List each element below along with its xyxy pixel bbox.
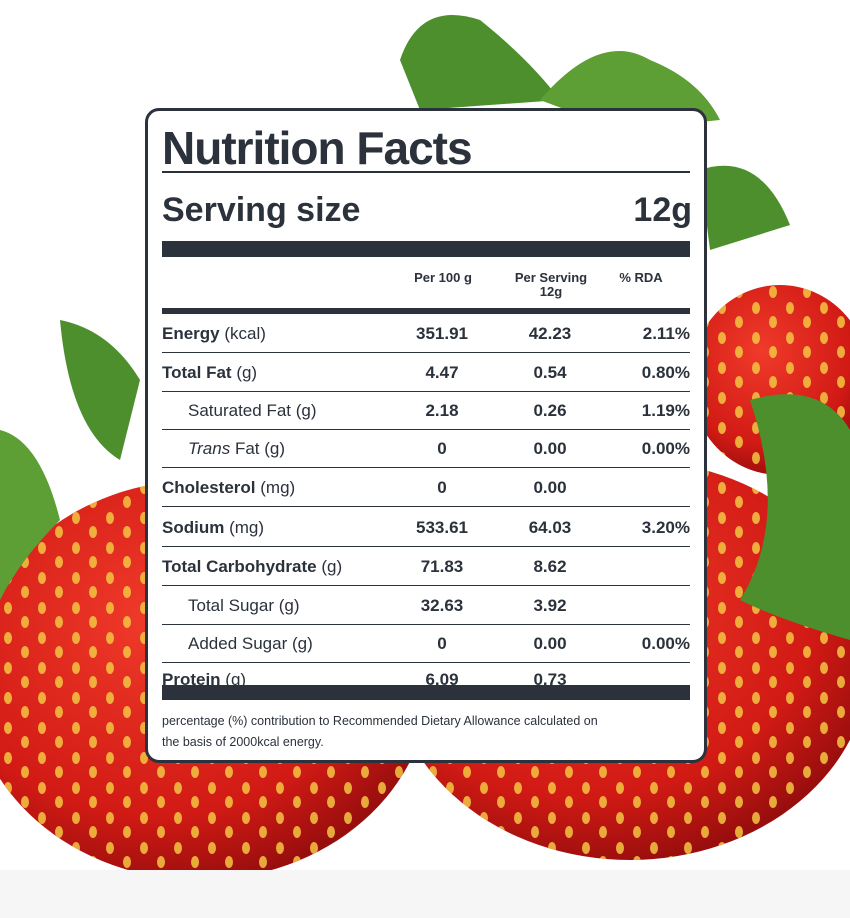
column-header: % RDA (619, 270, 663, 285)
nutrient-row: Total Fat (g) 4.47 0.54 0.80% (162, 354, 690, 392)
nutrient-unit: (mg) (229, 518, 265, 537)
per-100g: 0 (437, 478, 447, 497)
nutrient-row: Total Sugar (g) 32.63 3.92 (162, 587, 690, 625)
column-header-line: 12g (539, 284, 563, 299)
nutrient-label: Protein (162, 670, 221, 689)
rda: 3.20% (641, 518, 690, 537)
rda: 1.19% (641, 401, 690, 420)
thick-rule (162, 685, 690, 700)
rda: 0.00% (641, 439, 690, 458)
per-serving: 0.00 (533, 634, 567, 653)
per-100g: 0 (437, 634, 447, 653)
nutrient-row: Saturated Fat (g) 2.18 0.26 1.19% (162, 392, 690, 430)
nutrient-label: Saturated Fat (188, 401, 292, 420)
row-rule (162, 624, 690, 625)
rda: 0.00% (641, 634, 690, 653)
nutrient-label: Total Carbohydrate (162, 557, 317, 576)
nutrient-row: Sodium (mg) 533.61 64.03 3.20% (162, 509, 690, 547)
rule (162, 171, 690, 173)
column-header: Per Serving 12g (496, 271, 606, 299)
nutrient-name: Cholesterol (mg) (162, 478, 295, 498)
nutrient-label: Trans (188, 439, 231, 458)
title: Nutrition Facts (162, 122, 473, 174)
row-rule (162, 391, 690, 392)
row-rule (162, 506, 690, 507)
nutrient-label: Added Sugar (188, 634, 288, 653)
nutrient-row: Added Sugar (g) 0 0.00 0.00% (162, 625, 690, 663)
column-header-line: Per Serving (514, 270, 588, 285)
per-serving: 0.26 (533, 401, 567, 420)
per-serving: 0.54 (533, 363, 567, 382)
nutrient-unit: (g) (291, 634, 313, 653)
nutrient-unit: Fat (g) (234, 439, 285, 458)
nutrient-row: Trans Fat (g) 0 0.00 0.00% (162, 430, 690, 468)
nutrient-name: Trans Fat (g) (188, 439, 285, 459)
row-rule (162, 429, 690, 430)
nutrient-row: Cholesterol (mg) 0 0.00 (162, 469, 690, 507)
nutrient-row: Energy (kcal) 351.91 42.23 2.11% (162, 315, 690, 353)
footnote: percentage (%) contribution to Recommend… (162, 711, 598, 753)
nutrient-label: Energy (162, 324, 220, 343)
nutrient-row: Protein (g) 6.09 0.73 (162, 661, 690, 699)
nutrient-name: Added Sugar (g) (188, 634, 313, 654)
row-rule (162, 662, 690, 663)
row-rule (162, 585, 690, 586)
nutrient-name: Total Fat (g) (162, 363, 257, 383)
nutrient-unit: (g) (225, 670, 247, 689)
per-serving: 3.92 (533, 596, 567, 615)
row-rule (162, 467, 690, 468)
nutrient-name: Sodium (mg) (162, 518, 264, 538)
per-serving: 0.00 (533, 439, 567, 458)
nutrient-unit: (kcal) (224, 324, 266, 343)
nutrient-label: Sodium (162, 518, 225, 537)
nutrient-label: Total Fat (162, 363, 232, 382)
per-serving: 42.23 (528, 324, 572, 343)
per-100g: 32.63 (420, 596, 464, 615)
nutrient-unit: (g) (295, 401, 317, 420)
per-100g: 71.83 (420, 557, 464, 576)
footnote-line: the basis of 2000kcal energy. (162, 735, 324, 749)
row-rule (162, 352, 690, 353)
per-100g: 351.91 (416, 324, 468, 343)
rda: 0.80% (641, 363, 690, 382)
thick-rule (162, 308, 690, 314)
column-header: Per 100 g (414, 270, 472, 285)
nutrient-unit: (g) (278, 596, 300, 615)
per-serving: 8.62 (533, 557, 567, 576)
nutrient-label: Total Sugar (188, 596, 274, 615)
footnote-line: percentage (%) contribution to Recommend… (162, 714, 598, 728)
per-serving: 64.03 (528, 518, 572, 537)
per-serving: 0.00 (533, 478, 567, 497)
per-100g: 0 (437, 439, 447, 458)
row-rule (162, 546, 690, 547)
rda: 2.11% (642, 324, 690, 343)
per-100g: 533.61 (416, 518, 468, 537)
nutrient-name: Protein (g) (162, 670, 246, 690)
nutrient-name: Total Sugar (g) (188, 596, 300, 616)
thick-rule (162, 241, 690, 257)
nutrient-name: Total Carbohydrate (g) (162, 557, 342, 577)
serving-label: Serving size (162, 191, 361, 229)
serving-value: 12g (633, 191, 692, 229)
nutrition-label: Nutrition Facts Serving size 12g Per 100… (145, 108, 707, 763)
per-100g: 4.47 (425, 363, 459, 382)
nutrient-unit: (g) (321, 557, 343, 576)
per-100g: 2.18 (425, 401, 459, 420)
nutrient-unit: (g) (236, 363, 258, 382)
nutrient-name: Saturated Fat (g) (188, 401, 317, 421)
nutrient-unit: (mg) (260, 478, 296, 497)
nutrient-label: Cholesterol (162, 478, 256, 497)
per-serving: 0.73 (533, 670, 567, 689)
nutrient-row: Total Carbohydrate (g) 71.83 8.62 (162, 548, 690, 586)
nutrient-name: Energy (kcal) (162, 324, 266, 344)
per-100g: 6.09 (425, 670, 459, 689)
